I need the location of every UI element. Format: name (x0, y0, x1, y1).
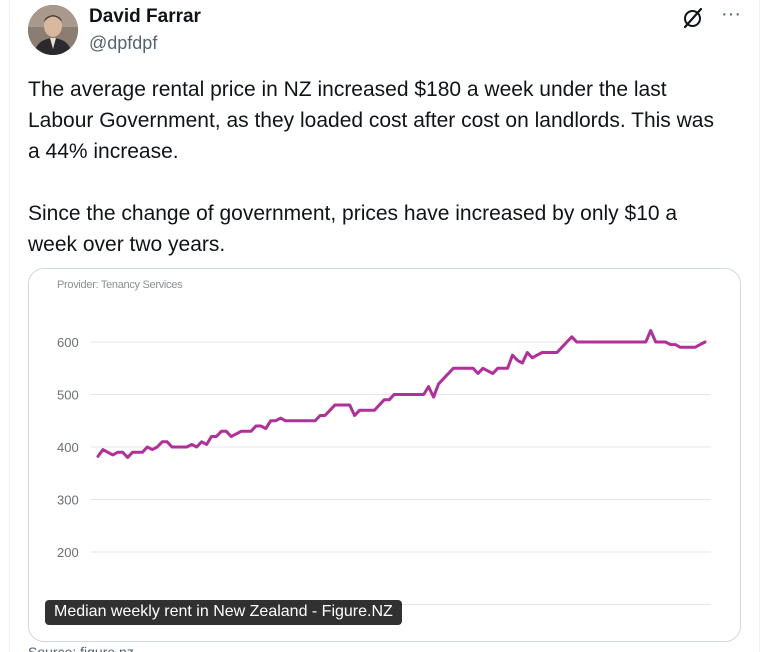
series-line-median-rent (96, 329, 707, 459)
clipped-next-text: Source: figure.nz (28, 644, 134, 652)
timeline-border-right (759, 0, 760, 652)
y-tick-label: 400 (57, 440, 79, 455)
tweet-paragraph: Since the change of government, prices h… (28, 202, 678, 256)
avatar-portrait-icon (28, 5, 78, 55)
media-caption: Median weekly rent in New Zealand - Figu… (45, 600, 402, 625)
tweet-paragraph: The average rental price in NZ increased… (28, 78, 714, 163)
tweet-text: The average rental price in NZ increased… (28, 74, 728, 260)
timeline-border-left (9, 0, 10, 652)
y-tick-label: 500 (57, 388, 79, 403)
media-card[interactable]: 200 300 400 500 600 Provider: Tenancy Servic… (28, 268, 741, 642)
avatar[interactable] (28, 5, 78, 55)
chart-provider-label: Provider: Tenancy Services (57, 279, 183, 291)
y-tick-label: 300 (57, 493, 79, 508)
more-icon[interactable]: ··· (721, 3, 741, 25)
author-name[interactable]: David Farrar (89, 6, 201, 27)
y-tick-label: 600 (57, 335, 79, 350)
author-handle[interactable]: @dpfdpf (89, 33, 158, 53)
y-tick-label: 200 (57, 545, 79, 560)
rent-line-chart: 200 300 400 500 600 (57, 329, 711, 605)
grok-icon[interactable] (681, 6, 705, 30)
